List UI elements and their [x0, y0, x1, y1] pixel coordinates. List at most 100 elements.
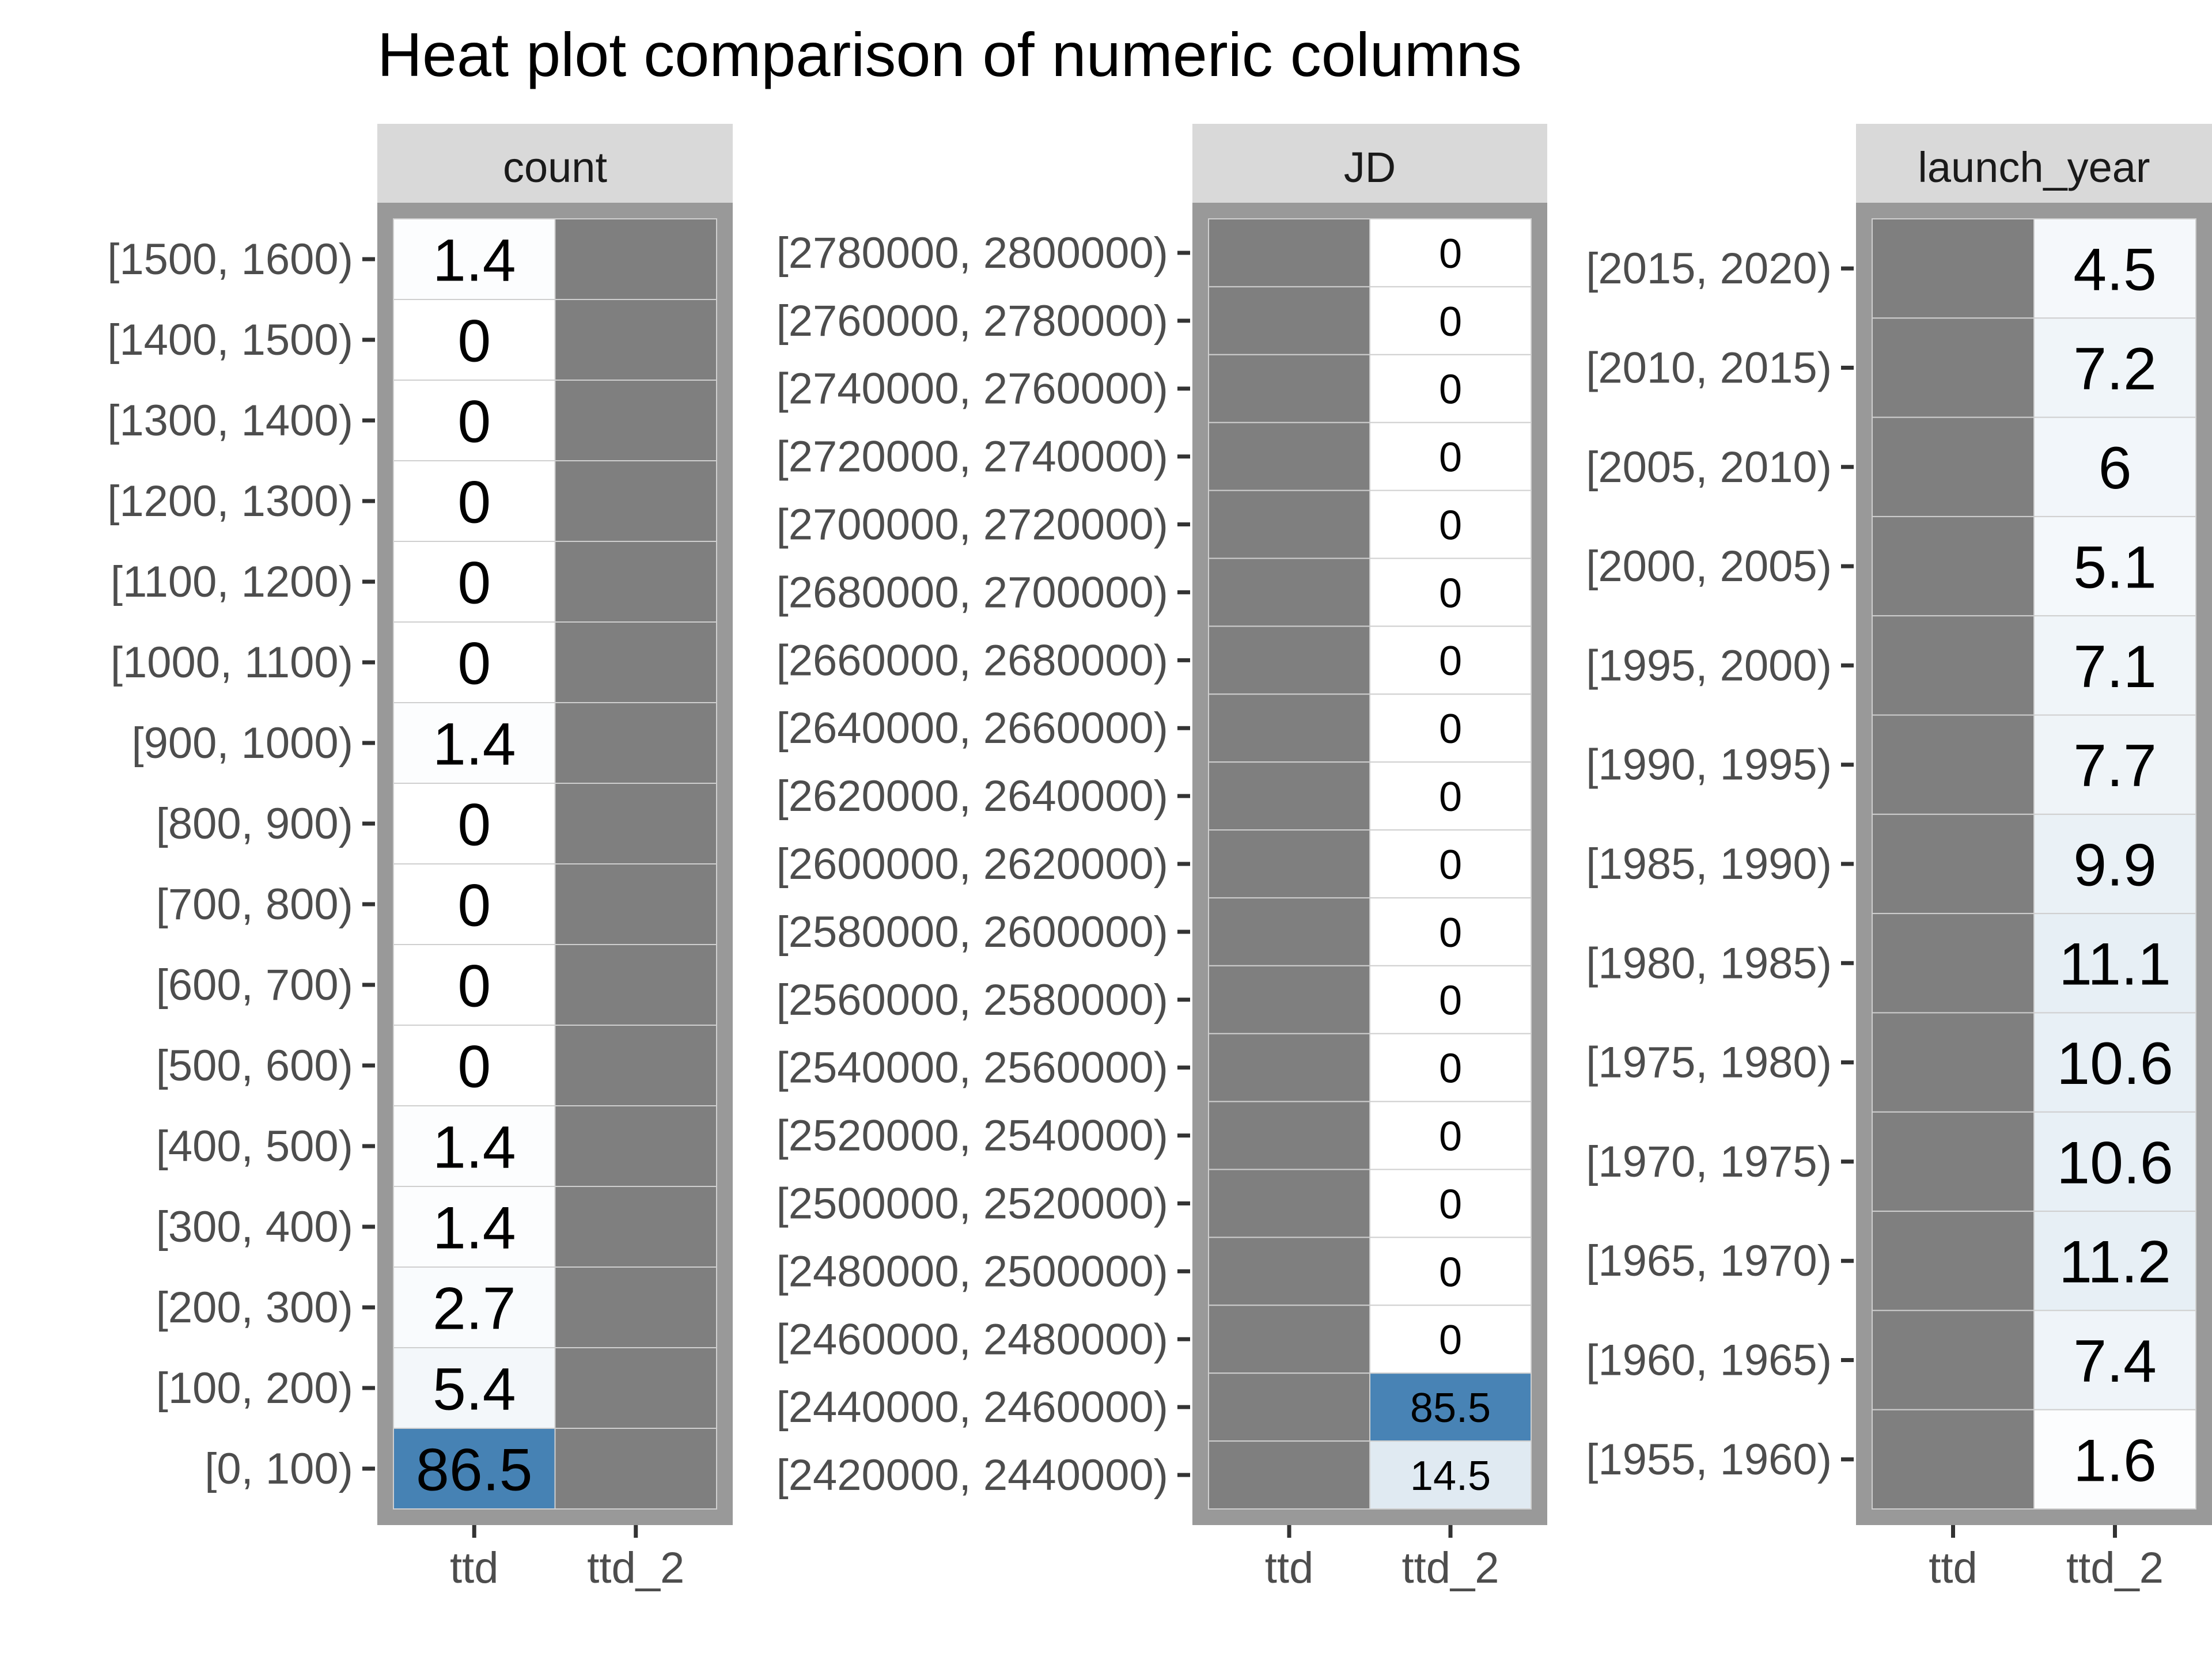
- cell-label: 0: [457, 872, 491, 939]
- x-tick-label: ttd_2: [2066, 1544, 2164, 1592]
- heatmap-cell: [554, 218, 717, 300]
- heatmap-cell: [2033, 515, 2196, 617]
- heatmap-cell: [1872, 1310, 2035, 1410]
- cell-label: 2.7: [433, 1275, 516, 1342]
- heatmap-cell: [1208, 354, 1370, 423]
- y-tick-label: [1975, 1980): [1586, 1038, 1832, 1087]
- heatmap-cell: [393, 863, 556, 945]
- y-tick-label: [1100, 1200): [111, 558, 353, 606]
- y-tick-label: [100, 200): [156, 1364, 353, 1413]
- heatmap-cell: [554, 1186, 717, 1268]
- heatmap-cell: [393, 1266, 556, 1348]
- heatmap-cell: [1872, 317, 2035, 418]
- heatmap-cell: [554, 702, 717, 784]
- y-tick-label: [500, 600): [156, 1041, 353, 1090]
- cell-label: 1.4: [433, 1114, 516, 1181]
- cell-label: 0: [1439, 774, 1462, 820]
- y-tick-label: [2680000, 2700000): [777, 568, 1168, 617]
- heatmap-cell: [393, 702, 556, 784]
- y-tick-label: [2780000, 2800000): [777, 229, 1168, 278]
- heatmap-cell: [393, 541, 556, 623]
- cell-label: 0: [1439, 299, 1462, 345]
- y-tick-label: [2440000, 2460000): [777, 1383, 1168, 1432]
- y-tick-label: [1200, 1300): [107, 477, 353, 526]
- heatmap-cell: [1369, 218, 1532, 287]
- y-tick-label: [1400, 1500): [107, 316, 353, 365]
- cell-label: 0: [457, 1033, 491, 1100]
- cell-label: 0: [1439, 1181, 1462, 1227]
- y-tick-label: [1000, 1100): [111, 638, 353, 687]
- heatmap-cell: [1208, 761, 1370, 831]
- y-tick-label: [1300, 1400): [107, 396, 353, 445]
- y-tick-label: [2620000, 2640000): [777, 772, 1168, 821]
- heatmap-cell: [393, 1186, 556, 1268]
- cell-label: 1.4: [433, 227, 516, 294]
- cell-label: 1.4: [433, 711, 516, 778]
- heatmap-cell: [2033, 1409, 2196, 1510]
- heatmap-cell: [1369, 490, 1532, 559]
- cell-label: 7.4: [2073, 1328, 2157, 1395]
- y-tick-label: [2420000, 2440000): [777, 1451, 1168, 1500]
- heatmap-cell: [1208, 829, 1370, 898]
- heatmap-cell: [1369, 1101, 1532, 1170]
- cell-label: 1.6: [2073, 1427, 2157, 1494]
- panel-strip: [1856, 124, 2212, 210]
- heatmap-cell: [1872, 515, 2035, 617]
- heatmap-cell: [1369, 1304, 1532, 1374]
- y-tick-label: [2640000, 2660000): [777, 704, 1168, 753]
- heatmap-cell: [393, 380, 556, 461]
- y-tick-label: [0, 100): [204, 1444, 353, 1493]
- heatmap-cell: [554, 863, 717, 945]
- y-tick-label: [2700000, 2720000): [777, 500, 1168, 549]
- x-tick-label: ttd: [450, 1544, 499, 1592]
- y-tick-label: [2600000, 2620000): [777, 840, 1168, 889]
- y-tick-label: [2520000, 2540000): [777, 1112, 1168, 1161]
- heatmap-cell: [554, 460, 717, 542]
- heatmap-cell: [1208, 422, 1370, 491]
- heatmap-cell: [1369, 965, 1532, 1034]
- cell-label: 85.5: [1410, 1385, 1491, 1431]
- cell-label: 0: [1439, 842, 1462, 888]
- y-tick-label: [2480000, 2500000): [777, 1247, 1168, 1296]
- heatmap-cell: [2033, 1310, 2196, 1410]
- panel-strip-label: count: [503, 143, 607, 191]
- heatmap-cell: [1208, 1304, 1370, 1374]
- heatmap-cell: [1208, 897, 1370, 966]
- cell-label: 0: [457, 953, 491, 1019]
- heatmap-cell: [1872, 1211, 2035, 1311]
- cell-label: 0: [1439, 1249, 1462, 1295]
- cell-label: 0: [457, 308, 491, 374]
- y-tick-label: [600, 700): [156, 961, 353, 1010]
- heatmap-cell: [1208, 490, 1370, 559]
- heatmap-cell: [554, 299, 717, 381]
- heatmap-cell: [393, 944, 556, 1026]
- cell-label: 7.7: [2073, 733, 2157, 799]
- heatmap-cell: [393, 1025, 556, 1106]
- cell-label: 0: [1439, 910, 1462, 956]
- heatmap-cell: [393, 1347, 556, 1429]
- heatmap-cell: [1369, 286, 1532, 355]
- panel-strip-label: JD: [1344, 143, 1396, 191]
- y-tick-label: [2740000, 2760000): [777, 365, 1168, 414]
- y-tick-label: [1985, 1990): [1586, 840, 1832, 889]
- cell-label: 0: [1439, 638, 1462, 684]
- cell-label: 5.4: [433, 1356, 516, 1423]
- heatmap-cell: [554, 1105, 717, 1187]
- heatmap-cell: [1872, 1012, 2035, 1113]
- y-tick-label: [2500000, 2520000): [777, 1179, 1168, 1228]
- cell-label: 0: [1439, 367, 1462, 413]
- x-tick-label: ttd: [1265, 1544, 1314, 1592]
- x-tick-label: ttd: [1929, 1544, 1978, 1592]
- cell-label: 0: [1439, 978, 1462, 1024]
- panel-launch_year: launch_year 4.5 [2015, 2020) 7.2 [2010, 2015…: [1586, 124, 2212, 1592]
- heatmap-cell: [1369, 829, 1532, 898]
- y-tick-label: [2720000, 2740000): [777, 433, 1168, 481]
- cell-label: 9.9: [2073, 832, 2157, 898]
- y-tick-label: [900, 1000): [131, 719, 353, 768]
- cell-label: 86.5: [416, 1436, 532, 1503]
- cell-label: 11.2: [2059, 1229, 2171, 1296]
- heatmap-cell: [1369, 1372, 1532, 1442]
- heatmap-cell: [554, 1266, 717, 1348]
- y-tick-label: [2010, 2015): [1586, 343, 1832, 392]
- heatmap-cell: [393, 1428, 556, 1510]
